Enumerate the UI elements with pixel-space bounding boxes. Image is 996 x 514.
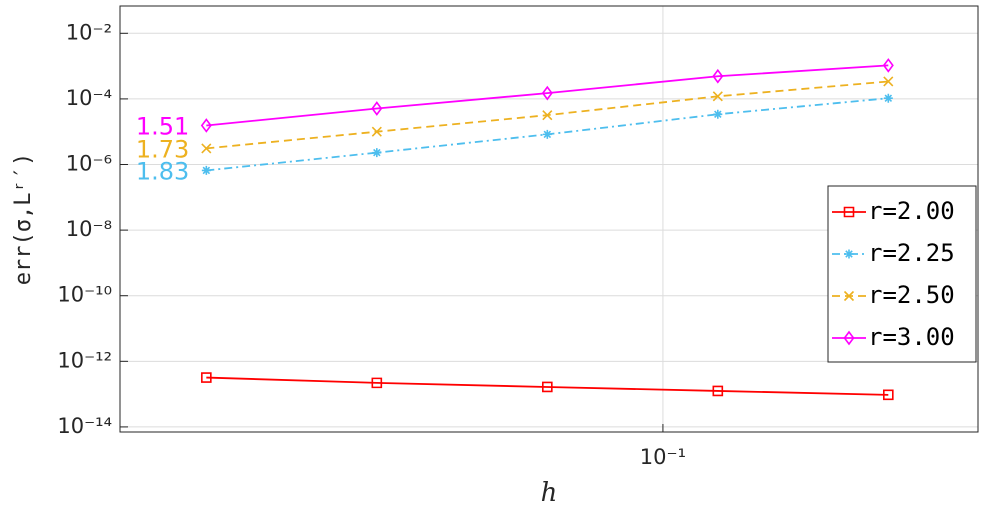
data-marker [201, 143, 212, 154]
data-marker [712, 68, 724, 84]
data-marker [541, 85, 553, 101]
data-marker [200, 118, 212, 133]
legend-marker [844, 249, 854, 259]
legend-label: r=3.00 [868, 323, 955, 351]
data-marker [542, 110, 553, 121]
data-marker [542, 129, 552, 139]
x-tick-label: 10⁻¹ [640, 445, 686, 469]
data-marker [883, 93, 893, 103]
annotation: 1.73 [136, 135, 189, 163]
series-line [206, 64, 889, 127]
y-tick-label: 10⁻¹⁰ [57, 283, 112, 307]
data-marker [883, 389, 894, 401]
y-tick-label: 10⁻⁶ [66, 152, 112, 176]
data-marker [542, 381, 553, 393]
y-tick-label: 10⁻¹² [57, 348, 112, 372]
y-axis-label: err(σ,Lʳ′) [11, 153, 36, 285]
axes-box [119, 5, 979, 433]
legend-box [827, 185, 977, 363]
data-marker [371, 377, 383, 389]
legend-marker [843, 206, 855, 218]
y-tick-label: 10⁻⁴ [66, 86, 112, 110]
data-marker [712, 91, 723, 102]
legend-label: r=2.00 [868, 197, 955, 225]
x-axis-label: h [541, 478, 558, 508]
legend-marker [843, 290, 855, 302]
data-marker [201, 165, 211, 175]
annotation: 1.83 [136, 157, 189, 185]
data-marker [372, 148, 382, 158]
data-marker [882, 58, 894, 73]
data-marker [712, 385, 724, 397]
legend-label: r=2.50 [868, 281, 955, 309]
annotation: 1.51 [136, 112, 189, 140]
data-marker [201, 372, 212, 383]
y-tick-label: 10⁻¹⁴ [57, 414, 112, 438]
legend-marker [843, 330, 855, 346]
data-marker [713, 109, 723, 119]
data-marker [883, 76, 894, 87]
legend-label: r=2.25 [868, 239, 955, 267]
data-marker [371, 101, 383, 116]
series-line [206, 376, 889, 396]
y-tick-label: 10⁻² [66, 20, 112, 44]
y-tick-label: 10⁻⁸ [66, 217, 112, 241]
data-marker [371, 126, 382, 137]
